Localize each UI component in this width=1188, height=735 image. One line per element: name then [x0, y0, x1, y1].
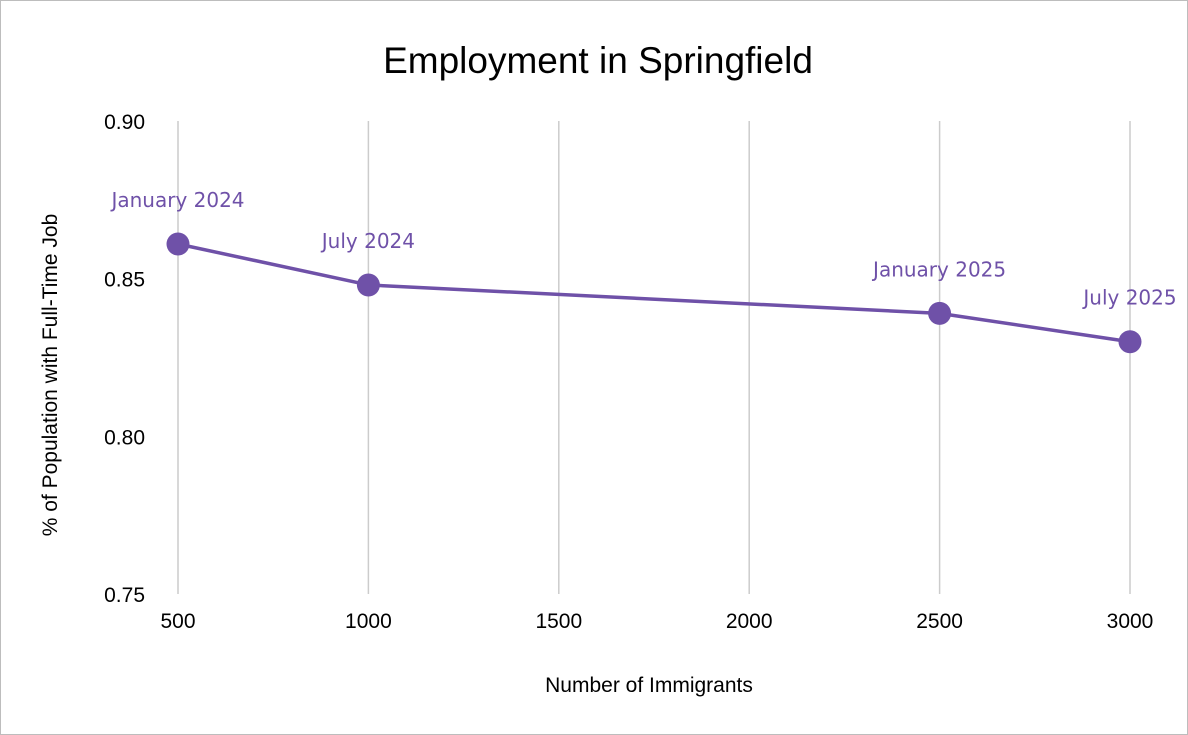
data-point[interactable]	[1118, 330, 1142, 354]
data-point[interactable]	[356, 273, 380, 297]
y-tick-label: 0.85	[104, 269, 145, 292]
x-tick-label: 1500	[535, 610, 582, 633]
x-axis-title: Number of Immigrants	[545, 674, 753, 697]
y-axis-ticks: 0.90 0.85 0.80 0.75	[104, 111, 145, 607]
x-tick-label: 500	[160, 610, 195, 633]
y-axis-title: % of Population with Full-Time Job	[39, 214, 62, 537]
series-layer: January 2024 July 2024 January 2025 July 20…	[109, 188, 1177, 354]
y-tick-label: 0.90	[104, 111, 145, 134]
data-point[interactable]	[166, 232, 190, 256]
x-tick-label: 1000	[345, 610, 392, 633]
y-tick-label: 0.80	[104, 426, 145, 449]
data-label: July 2024	[320, 229, 415, 253]
x-tick-label: 2000	[726, 610, 773, 633]
data-label: July 2025	[1081, 286, 1176, 310]
x-axis-ticks: 500 1000 1500 2000 2500 3000	[160, 610, 1153, 633]
data-point[interactable]	[928, 301, 952, 325]
series-line	[177, 242, 1131, 344]
data-label: January 2024	[109, 188, 244, 212]
data-label: January 2025	[871, 257, 1006, 281]
chart-title: Employment in Springfield	[383, 40, 813, 81]
x-tick-label: 2500	[916, 610, 963, 633]
y-tick-label: 0.75	[104, 584, 145, 607]
x-tick-label: 3000	[1107, 610, 1154, 633]
gridlines	[177, 121, 1131, 594]
